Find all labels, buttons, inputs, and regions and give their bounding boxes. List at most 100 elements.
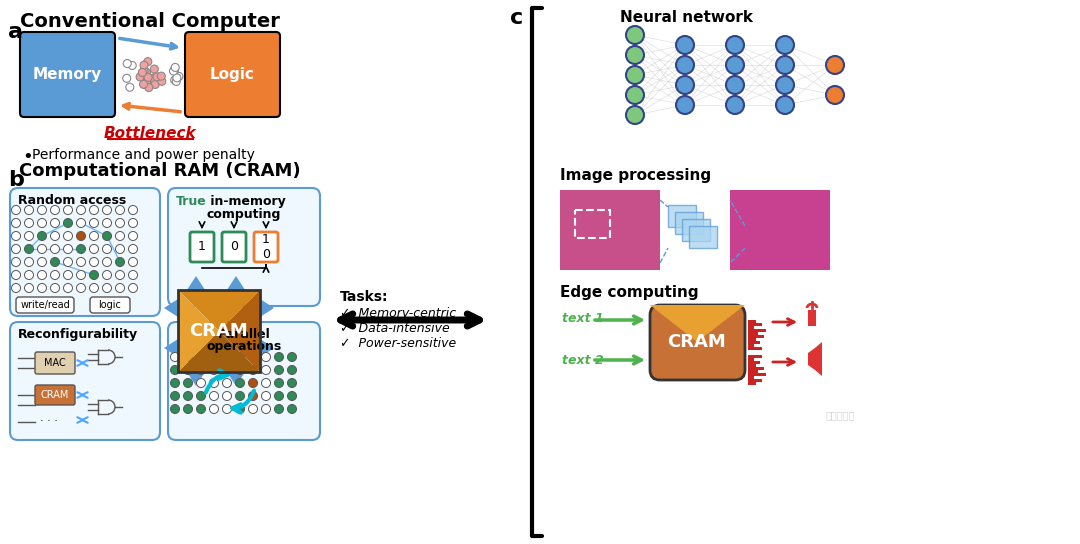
FancyBboxPatch shape <box>222 232 246 262</box>
FancyBboxPatch shape <box>10 322 160 440</box>
Text: b: b <box>8 170 24 190</box>
Circle shape <box>90 232 98 240</box>
Circle shape <box>158 72 165 80</box>
Circle shape <box>261 405 270 413</box>
Text: a: a <box>8 22 23 42</box>
Circle shape <box>197 366 205 374</box>
Circle shape <box>235 353 244 362</box>
Circle shape <box>129 270 137 280</box>
Text: Random access: Random access <box>18 194 126 207</box>
Circle shape <box>116 232 124 240</box>
Circle shape <box>235 405 244 413</box>
Bar <box>748 341 760 343</box>
Text: ✓  Memory-centric: ✓ Memory-centric <box>340 307 456 320</box>
Circle shape <box>38 257 46 267</box>
FancyBboxPatch shape <box>168 188 320 306</box>
Circle shape <box>626 86 644 104</box>
Circle shape <box>12 244 21 254</box>
Circle shape <box>116 283 124 293</box>
Polygon shape <box>187 372 205 386</box>
Circle shape <box>77 232 85 240</box>
Circle shape <box>90 283 98 293</box>
Circle shape <box>626 66 644 84</box>
FancyBboxPatch shape <box>16 297 75 313</box>
Bar <box>748 355 762 357</box>
Circle shape <box>222 392 231 400</box>
Circle shape <box>222 405 231 413</box>
Circle shape <box>287 405 297 413</box>
Bar <box>748 373 766 375</box>
Circle shape <box>25 257 33 267</box>
Circle shape <box>64 244 72 254</box>
Circle shape <box>171 76 178 84</box>
Circle shape <box>12 219 21 227</box>
Text: text 1: text 1 <box>562 312 604 325</box>
Circle shape <box>248 405 257 413</box>
Text: MAC: MAC <box>44 358 66 368</box>
Circle shape <box>38 219 46 227</box>
Circle shape <box>210 392 218 400</box>
Circle shape <box>103 219 111 227</box>
Circle shape <box>149 75 158 83</box>
Circle shape <box>103 232 111 240</box>
Text: Parallel: Parallel <box>218 328 270 341</box>
Circle shape <box>25 270 33 280</box>
Circle shape <box>140 81 148 89</box>
Text: Logic: Logic <box>210 66 255 82</box>
Circle shape <box>143 78 150 86</box>
Circle shape <box>676 96 694 114</box>
Circle shape <box>103 244 111 254</box>
Circle shape <box>170 67 177 75</box>
Circle shape <box>274 405 283 413</box>
Circle shape <box>777 56 794 74</box>
Circle shape <box>210 405 218 413</box>
Circle shape <box>777 36 794 54</box>
Polygon shape <box>164 299 178 317</box>
Polygon shape <box>260 299 274 317</box>
Bar <box>748 367 764 369</box>
Circle shape <box>274 366 283 374</box>
Text: 1
0: 1 0 <box>262 233 270 261</box>
Circle shape <box>12 206 21 214</box>
Circle shape <box>143 69 150 77</box>
Circle shape <box>210 353 218 362</box>
Circle shape <box>116 270 124 280</box>
Polygon shape <box>808 348 815 370</box>
Bar <box>675 212 703 234</box>
Circle shape <box>25 283 33 293</box>
Circle shape <box>261 366 270 374</box>
Bar <box>748 332 758 335</box>
Circle shape <box>626 106 644 124</box>
FancyBboxPatch shape <box>90 297 130 313</box>
Circle shape <box>116 206 124 214</box>
Circle shape <box>136 73 144 81</box>
Circle shape <box>123 59 132 67</box>
Bar <box>689 226 717 248</box>
Circle shape <box>116 257 124 267</box>
Text: in-memory: in-memory <box>206 195 286 208</box>
Circle shape <box>184 366 192 374</box>
Text: Tasks:: Tasks: <box>340 290 389 304</box>
Bar <box>748 326 754 329</box>
Polygon shape <box>219 290 260 372</box>
Circle shape <box>144 58 152 66</box>
Circle shape <box>129 232 137 240</box>
Circle shape <box>129 244 137 254</box>
Circle shape <box>139 81 148 88</box>
Bar <box>730 190 831 270</box>
Circle shape <box>25 244 33 254</box>
Circle shape <box>140 61 148 69</box>
Circle shape <box>64 219 72 227</box>
Circle shape <box>676 36 694 54</box>
Text: 0: 0 <box>230 240 238 254</box>
Circle shape <box>184 405 192 413</box>
Circle shape <box>626 26 644 44</box>
Text: Memory: Memory <box>32 66 102 82</box>
Bar <box>748 338 756 341</box>
Bar <box>669 205 696 227</box>
Circle shape <box>171 392 179 400</box>
Circle shape <box>676 56 694 74</box>
Text: Conventional Computer: Conventional Computer <box>21 12 280 31</box>
Circle shape <box>171 405 179 413</box>
Circle shape <box>129 61 136 70</box>
